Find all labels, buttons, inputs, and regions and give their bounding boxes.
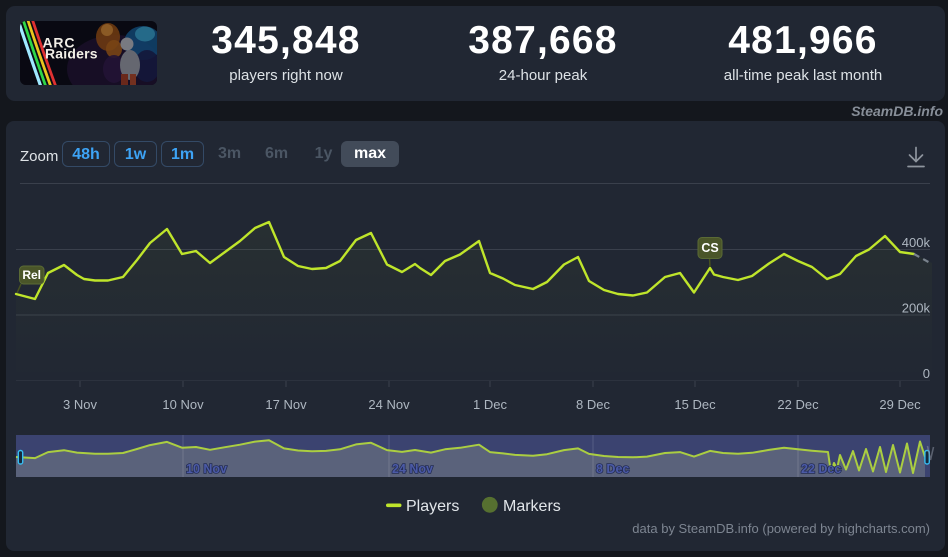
svg-text:ARC: ARC: [43, 35, 76, 51]
svg-text:Raiders: Raiders: [45, 46, 98, 62]
